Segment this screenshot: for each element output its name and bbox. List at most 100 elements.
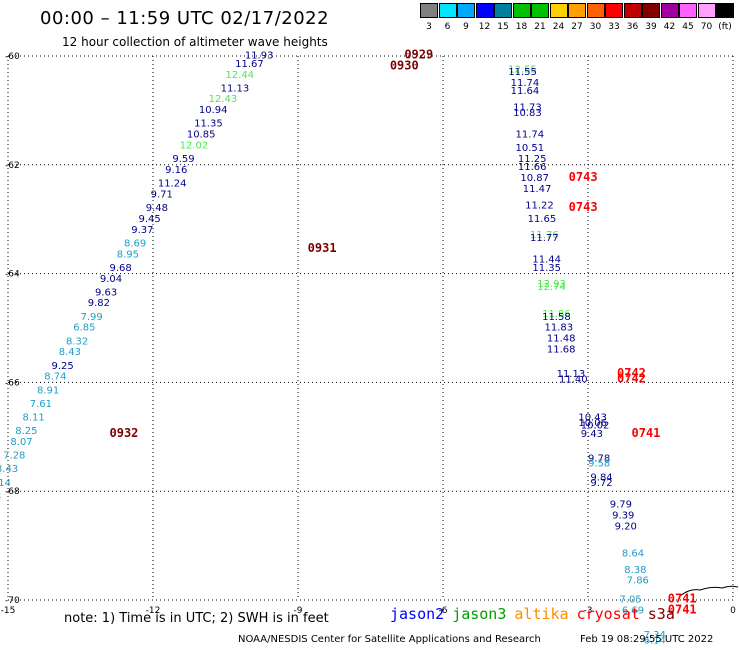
color-scale-label: 39 [645, 22, 657, 32]
wave-height-value: 11.13 [557, 369, 586, 380]
latitude-tick-label: -68 [5, 487, 20, 497]
map-grid [7, 55, 734, 601]
longitude-tick-label: -3 [584, 606, 593, 616]
wave-height-value: 10.87 [520, 173, 549, 184]
wave-height-value: 7.83 [0, 491, 1, 502]
wave-height-value: 9.04 [100, 274, 122, 285]
wave-height-value: 10.94 [199, 105, 228, 116]
page-title: 00:00 – 11:59 UTC 02/17/2022 [40, 8, 330, 29]
pass-time-label: 0742 [617, 366, 646, 380]
color-swatch [568, 3, 586, 18]
wave-height-value: 6.14 [644, 636, 666, 647]
wave-height-value: 11.47 [523, 184, 552, 195]
wave-height-value: 12.43 [209, 94, 238, 105]
wave-height-value: 8.64 [622, 548, 644, 559]
wave-height-value: 7.61 [30, 399, 52, 410]
color-swatch [642, 3, 660, 18]
pass-time-labels: 0929093009310932074307430742074207410741… [110, 48, 697, 617]
longitude-tick-label: -12 [146, 606, 161, 616]
wave-height-value: 9.48 [146, 203, 168, 214]
pass-time-label: 0931 [308, 241, 337, 255]
pass-time-label: 0741 [632, 426, 661, 440]
wave-height-value: 9.79 [610, 500, 632, 511]
color-swatch [660, 3, 679, 18]
latitude-tick-label: -70 [5, 596, 20, 606]
wave-height-value: 9.58 [588, 459, 610, 470]
wave-height-value: 9.71 [151, 189, 173, 200]
wave-height-value: 7.86 [627, 576, 649, 587]
pass-time-label: 0741 [668, 592, 697, 606]
wave-height-value: 12.93 [537, 279, 566, 290]
color-swatch [697, 3, 716, 18]
color-swatch [475, 3, 494, 18]
wave-height-value: 12.74 [537, 282, 566, 293]
color-scale-label: 9 [463, 22, 469, 32]
color-scale-label: 33 [608, 22, 620, 32]
wave-height-value: 11.77 [530, 233, 559, 244]
wave-height-value: 10.51 [516, 143, 545, 154]
wave-height-value: 11.24 [158, 179, 187, 190]
color-swatch [716, 3, 734, 18]
wave-height-value: 8.69 [124, 238, 146, 249]
wave-height-value: 10.85 [187, 130, 216, 141]
color-swatch [623, 3, 642, 18]
pass-time-label: 0742 [617, 371, 646, 385]
wave-height-value: 11.86 [542, 309, 571, 320]
generated-timestamp: Feb 19 08:29:55 UTC 2022 [580, 634, 714, 645]
color-swatch [586, 3, 605, 18]
wave-height-value: 11.58 [542, 312, 571, 323]
color-swatch [531, 3, 549, 18]
wave-height-value: 11.25 [518, 154, 547, 165]
pass-time-label: 0743 [569, 170, 598, 184]
wave-height-value: 8.25 [15, 426, 37, 437]
color-scale-label: 15 [497, 22, 509, 32]
wave-height-value: 9.39 [612, 510, 634, 521]
latitude-tick-label: -66 [5, 378, 20, 388]
pass-time-label: 0932 [110, 426, 139, 440]
color-scale-label: 30 [589, 22, 602, 32]
color-swatch [494, 3, 512, 18]
pass-time-label: 0743 [569, 200, 598, 214]
wave-height-value: 9.37 [131, 225, 153, 236]
coastline-path [679, 585, 739, 597]
wave-height-value: 11.93 [245, 51, 274, 62]
wave-height-value: 12.55 [508, 64, 537, 75]
wave-height-value: 8.32 [66, 336, 88, 347]
wave-height-value: 11.22 [525, 200, 554, 211]
longitude-tick-label: 0 [730, 606, 736, 616]
wave-height-value: 7.99 [81, 312, 103, 323]
wave-height-value: 9.20 [615, 521, 637, 532]
wave-height-value: 11.40 [559, 374, 588, 385]
wave-height-value: 11.67 [235, 59, 264, 70]
wave-height-value: 11.48 [547, 334, 576, 345]
latitude-tick-label: -62 [5, 161, 20, 171]
color-swatch [438, 3, 457, 18]
wave-height-value: 12.44 [226, 70, 255, 81]
wave-height-value: 10.06 [578, 418, 607, 429]
map-axis-ticks: -15 -12 -9 -6 -3 0 -60 -62 -64 -66 -68 -70 [1, 52, 736, 616]
wave-height-value: 8.11 [23, 412, 45, 423]
page-subtitle: 12 hour collection of altimeter wave hei… [62, 35, 328, 49]
wave-height-value: 9.59 [172, 154, 194, 165]
color-scale-label: 6 [444, 22, 451, 32]
wave-height-value: 11.76 [530, 230, 559, 241]
wave-height-value: 10.02 [581, 421, 610, 432]
wave-height-value: 11.64 [511, 86, 540, 97]
wave-height-value: 11.44 [532, 255, 561, 266]
satellite-legend: jason2 jason3 altika cryosat s3a [390, 605, 683, 623]
wave-height-value: 11.83 [545, 323, 574, 334]
wave-height-value: 7.28 [3, 451, 25, 462]
wave-height-value: 7.34 [644, 630, 666, 641]
color-scale-label: 27 [571, 22, 583, 32]
wave-height-value: 9.63 [95, 287, 117, 298]
color-swatch [512, 3, 531, 18]
wave-height-value: 11.55 [508, 67, 537, 78]
pass-time-label: 0929 [404, 48, 433, 62]
wave-height-value: 11.73 [513, 102, 542, 113]
color-scale-label: 70 [700, 22, 713, 32]
wave-height-value: 11.74 [511, 78, 540, 89]
wave-height-value: 11.13 [221, 83, 250, 94]
wave-height-value: 8.43 [59, 347, 81, 358]
wave-height-value: 9.78 [588, 453, 610, 464]
